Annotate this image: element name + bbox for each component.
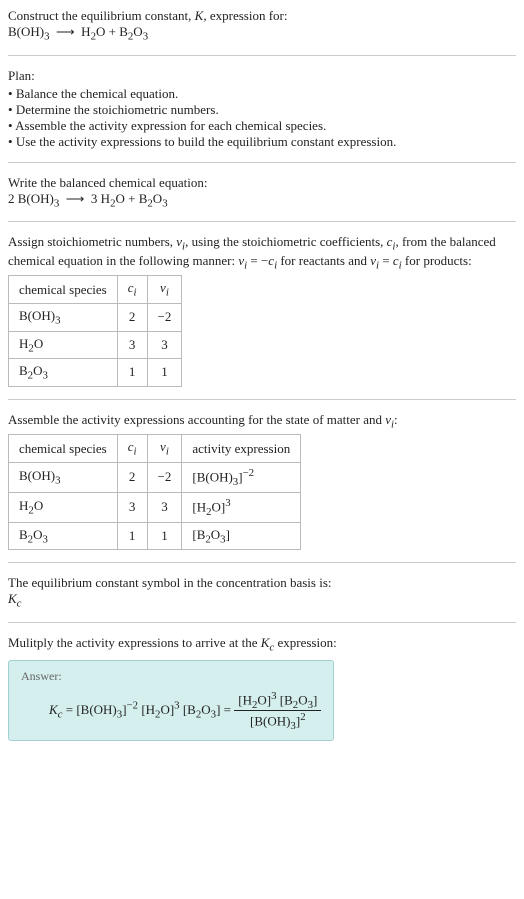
col-vi: νi (147, 276, 182, 304)
separator (8, 399, 516, 400)
plan-item: Use the activity expressions to build th… (8, 134, 516, 150)
symbol-label: The equilibrium constant symbol in the c… (8, 575, 516, 591)
balanced-section: Write the balanced chemical equation: 2 … (8, 175, 516, 210)
symbol-section: The equilibrium constant symbol in the c… (8, 575, 516, 610)
plan-item: Balance the chemical equation. (8, 86, 516, 102)
table-row: B2O3 1 1 (9, 359, 182, 387)
table-row: H2O 3 3 [H2O]3 (9, 492, 301, 522)
separator (8, 162, 516, 163)
unbalanced-equation: B(OH)3 ⟶ H2O + B2O3 (8, 24, 516, 43)
cell-species: H2O (9, 492, 118, 522)
kc-numerator: [H2O]3 [B2O3] (234, 690, 321, 712)
final-section: Mulitply the activity expressions to arr… (8, 635, 516, 741)
balanced-label: Write the balanced chemical equation: (8, 175, 516, 191)
cell-ci: 3 (117, 492, 147, 522)
title-suffix: , expression for: (203, 8, 287, 23)
cell-species: B2O3 (9, 359, 118, 387)
col-expr: activity expression (182, 435, 301, 463)
plan-list: Balance the chemical equation. Determine… (8, 86, 516, 150)
cell-expr: [H2O]3 (182, 492, 301, 522)
cell-vi: 3 (147, 492, 182, 522)
col-ci: ci (117, 276, 147, 304)
table-row: B(OH)3 2 −2 (9, 303, 182, 331)
table-row: B(OH)3 2 −2 [B(OH)3]−2 (9, 462, 301, 492)
answer-label: Answer: (21, 669, 321, 684)
separator (8, 622, 516, 623)
activity-section: Assemble the activity expressions accoun… (8, 412, 516, 551)
cell-vi: 1 (147, 359, 182, 387)
plan-label: Plan: (8, 68, 516, 84)
cell-ci: 1 (117, 359, 147, 387)
cell-species: B(OH)3 (9, 462, 118, 492)
table-header-row: chemical species ci νi (9, 276, 182, 304)
table-header-row: chemical species ci νi activity expressi… (9, 435, 301, 463)
stoich-section: Assign stoichiometric numbers, νi, using… (8, 234, 516, 387)
cell-vi: −2 (147, 462, 182, 492)
cell-ci: 2 (117, 462, 147, 492)
plan-item: Assemble the activity expression for eac… (8, 118, 516, 134)
col-ci: ci (117, 435, 147, 463)
kc-denominator: [B(OH)3]2 (234, 711, 321, 732)
activity-table: chemical species ci νi activity expressi… (8, 434, 301, 550)
final-label: Mulitply the activity expressions to arr… (8, 635, 516, 654)
cell-species: H2O (9, 331, 118, 359)
header: Construct the equilibrium constant, K, e… (8, 8, 516, 43)
symbol-value: Kc (8, 591, 516, 610)
cell-species: B(OH)3 (9, 303, 118, 331)
table-row: H2O 3 3 (9, 331, 182, 359)
separator (8, 55, 516, 56)
col-vi: νi (147, 435, 182, 463)
table-row: B2O3 1 1 [B2O3] (9, 522, 301, 550)
plan-section: Plan: Balance the chemical equation. Det… (8, 68, 516, 150)
title-prefix: Construct the equilibrium constant, (8, 8, 195, 23)
balanced-equation: 2 B(OH)3 ⟶ 3 H2O + B2O3 (8, 191, 516, 210)
stoich-table: chemical species ci νi B(OH)3 2 −2 H2O 3… (8, 275, 182, 386)
stoich-intro: Assign stoichiometric numbers, νi, using… (8, 234, 516, 271)
title-line: Construct the equilibrium constant, K, e… (8, 8, 516, 24)
cell-vi: 1 (147, 522, 182, 550)
cell-ci: 3 (117, 331, 147, 359)
col-species: chemical species (9, 435, 118, 463)
cell-ci: 1 (117, 522, 147, 550)
separator (8, 562, 516, 563)
col-species: chemical species (9, 276, 118, 304)
cell-vi: 3 (147, 331, 182, 359)
kc-lhs: Kc = [B(OH)3]−2 [H2O]3 [B2O3] = (49, 702, 234, 717)
kc-expression: Kc = [B(OH)3]−2 [H2O]3 [B2O3] = [H2O]3 [… (21, 690, 321, 733)
cell-expr: [B(OH)3]−2 (182, 462, 301, 492)
plan-item: Determine the stoichiometric numbers. (8, 102, 516, 118)
cell-ci: 2 (117, 303, 147, 331)
kc-fraction: [H2O]3 [B2O3][B(OH)3]2 (234, 690, 321, 733)
answer-box: Answer: Kc = [B(OH)3]−2 [H2O]3 [B2O3] = … (8, 660, 334, 742)
activity-intro: Assemble the activity expressions accoun… (8, 412, 516, 431)
cell-expr: [B2O3] (182, 522, 301, 550)
separator (8, 221, 516, 222)
cell-vi: −2 (147, 303, 182, 331)
cell-species: B2O3 (9, 522, 118, 550)
